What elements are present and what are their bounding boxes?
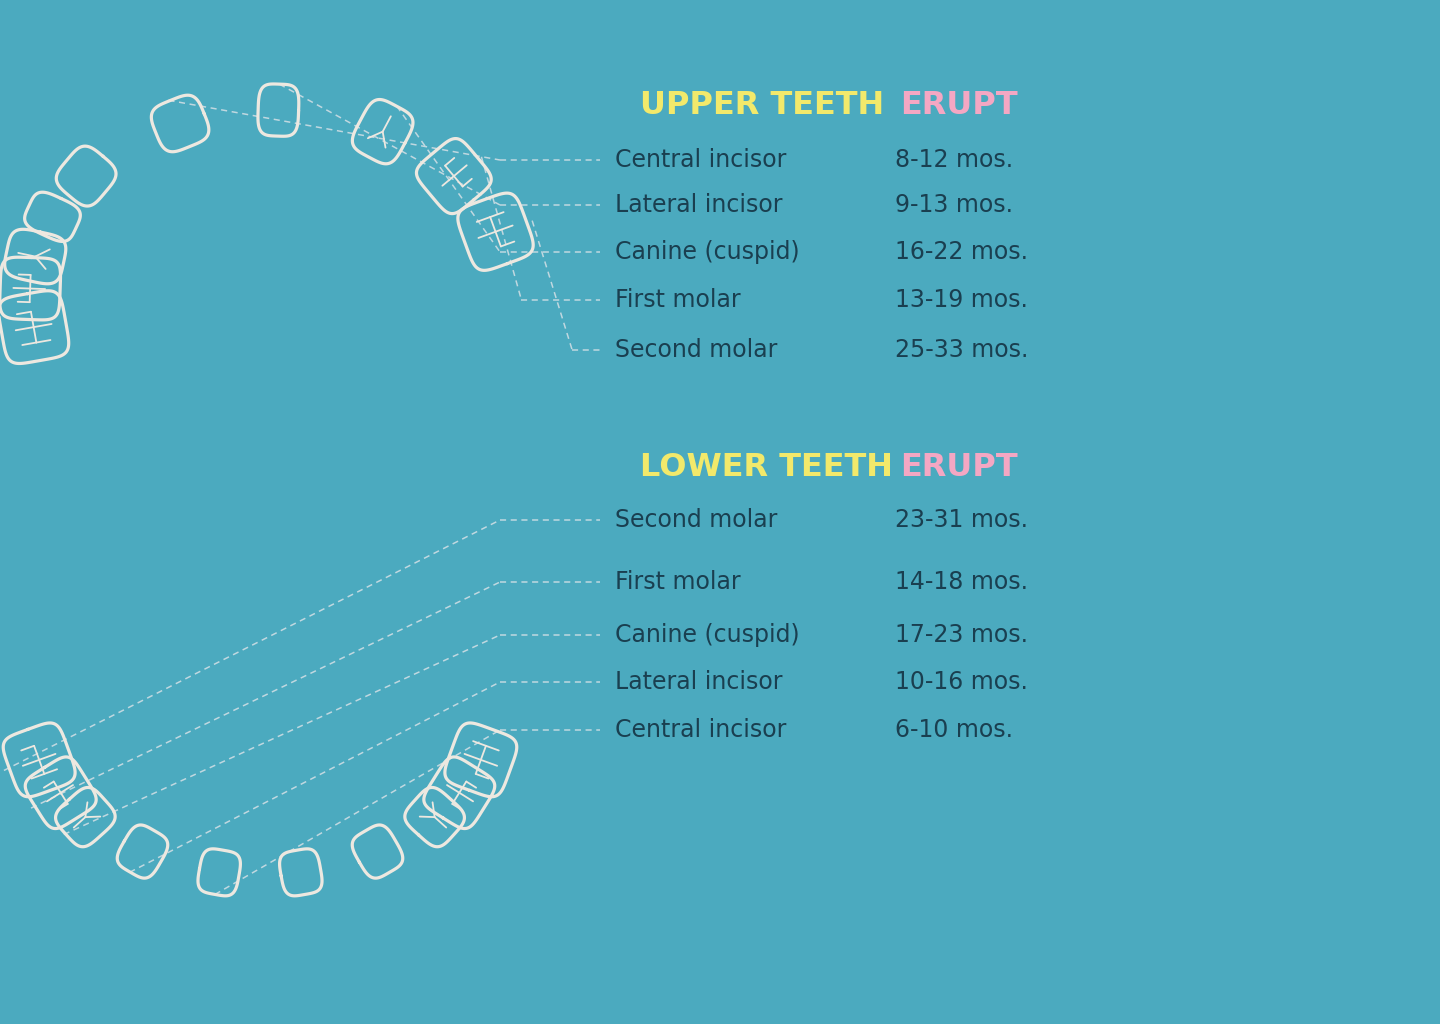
Text: 13-19 mos.: 13-19 mos. (896, 288, 1028, 312)
Text: Central incisor: Central incisor (615, 718, 786, 742)
Text: 16-22 mos.: 16-22 mos. (896, 240, 1028, 264)
Text: 10-16 mos.: 10-16 mos. (896, 670, 1028, 694)
Text: 6-10 mos.: 6-10 mos. (896, 718, 1012, 742)
Text: First molar: First molar (615, 288, 740, 312)
Text: 8-12 mos.: 8-12 mos. (896, 148, 1014, 172)
Text: Second molar: Second molar (615, 508, 778, 532)
Text: Central incisor: Central incisor (615, 148, 786, 172)
Text: 14-18 mos.: 14-18 mos. (896, 570, 1028, 594)
Text: ERUPT: ERUPT (900, 453, 1018, 483)
Text: 25-33 mos.: 25-33 mos. (896, 338, 1028, 362)
Text: Lateral incisor: Lateral incisor (615, 670, 782, 694)
Text: First molar: First molar (615, 570, 740, 594)
Text: Second molar: Second molar (615, 338, 778, 362)
Text: ERUPT: ERUPT (900, 89, 1018, 121)
Text: 9-13 mos.: 9-13 mos. (896, 193, 1012, 217)
Text: Canine (cuspid): Canine (cuspid) (615, 623, 799, 647)
Text: Lateral incisor: Lateral incisor (615, 193, 782, 217)
Text: 23-31 mos.: 23-31 mos. (896, 508, 1028, 532)
Text: LOWER TEETH: LOWER TEETH (639, 453, 893, 483)
Text: Canine (cuspid): Canine (cuspid) (615, 240, 799, 264)
Text: UPPER TEETH: UPPER TEETH (639, 89, 884, 121)
Text: 17-23 mos.: 17-23 mos. (896, 623, 1028, 647)
